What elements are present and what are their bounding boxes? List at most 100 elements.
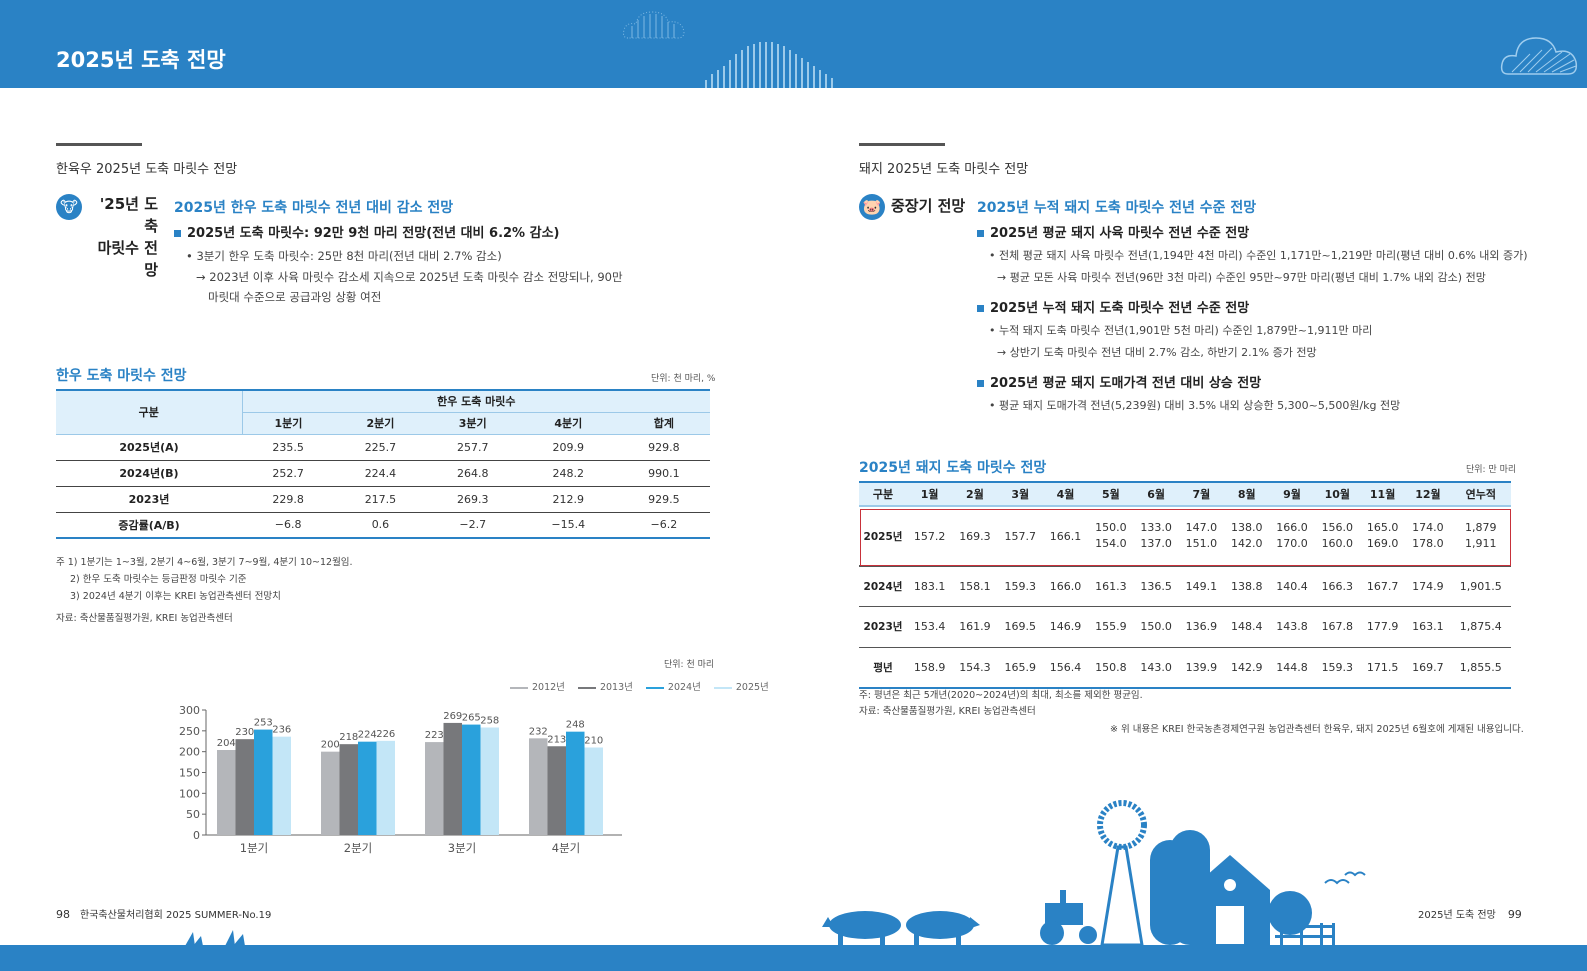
right-bullet-3: 2025년 평균 돼지 도매가격 전년 대비 상승 전망 — [977, 372, 1261, 391]
bar — [584, 747, 603, 835]
bar-value-label: 258 — [480, 716, 499, 727]
table-col-header: 2월 — [952, 482, 998, 507]
table-row: 2024년(B) 252.7 224.4 264.8 248.2 990.1 — [56, 460, 710, 487]
bar-value-label: 224 — [358, 730, 377, 741]
table-row-label: 2025년 — [859, 506, 907, 567]
table-cell: 248.2 — [518, 460, 618, 487]
right-highlight-label: 중장기 전망 — [891, 197, 966, 215]
table-row-label: 평년 — [873, 661, 893, 674]
table-cell: 154.3 — [959, 660, 991, 674]
right-text-3: • 누적 돼지 도축 마릿수 전년(1,901만 5천 마리) 수준인 1,87… — [989, 324, 1373, 337]
table-cell-range: 147.0 151.0 — [1178, 506, 1225, 567]
legend-label: 2024년 — [667, 682, 701, 693]
range-low: 133.0 — [1140, 521, 1172, 534]
right-section-title: 돼지 2025년 도축 마릿수 전망 — [859, 162, 1029, 177]
table-cell: 161.3 — [1088, 566, 1134, 607]
right-note-1: 주: 평년은 최근 5개년(2020~2024년)의 최대, 최소를 제외한 평… — [859, 690, 1143, 701]
x-tick-label: 1분기 — [240, 841, 268, 855]
table-corner: 구분 — [56, 390, 243, 435]
table-col-header: 4분기 — [518, 412, 618, 435]
table-cell-range: 165.0 169.0 — [1359, 506, 1406, 567]
table-cell: 264.8 — [426, 460, 519, 487]
y-tick-label: 0 — [193, 829, 200, 842]
table-cell: 174.9 — [1405, 566, 1451, 607]
left-text-1: • 3분기 한우 도축 마릿수: 25만 8천 마리(전년 대비 2.7% 감소… — [186, 249, 502, 263]
bar — [272, 736, 291, 835]
table-cell: 142.9 — [1230, 660, 1263, 674]
table-row-label: 2023년 — [859, 606, 907, 648]
left-bullet-1: 2025년 도축 마릿수: 92만 9천 마리 전망(전년 대비 6.2% 감소… — [174, 222, 559, 241]
bar — [339, 744, 358, 835]
x-tick-label: 3분기 — [448, 841, 476, 855]
bar-value-label: 269 — [443, 711, 462, 722]
table-cell: 229.8 — [242, 486, 335, 513]
table-row: 증감률(A/B) −6.8 0.6 −2.7 −15.4 −6.2 — [56, 512, 710, 538]
table-cell: 166.3 — [1314, 566, 1360, 607]
table-cell: 167.7 — [1359, 566, 1406, 607]
range-low: 1,879 — [1465, 521, 1497, 534]
left-note-1: 주 1) 1분기는 1~3월, 2분기 4~6월, 3분기 7~9월, 4분기 … — [56, 557, 353, 568]
legend-label: 2025년 — [735, 682, 769, 693]
left-highlight-headline: 2025년 한우 도축 마릿수 전년 대비 감소 전망 — [174, 200, 454, 216]
right-page-number: 99 — [1507, 908, 1522, 921]
range-low: 147.0 — [1185, 521, 1218, 534]
table-col-header: 3분기 — [426, 412, 519, 435]
bar-value-label: 265 — [462, 713, 481, 724]
table-cell: −6.8 — [274, 518, 302, 532]
cloud-decoration-icon — [705, 42, 833, 88]
table-cell: 136.5 — [1133, 566, 1179, 607]
table-cell: −15.4 — [551, 518, 586, 532]
bar-value-label: 200 — [321, 740, 340, 751]
bar — [376, 740, 395, 835]
table-cell: 149.1 — [1178, 566, 1225, 607]
chart-legend: 2012년 2013년 2024년 2025년 — [500, 679, 769, 693]
table-row-label: 2024년(B) — [56, 460, 242, 487]
table-cell: −6.2 — [650, 518, 678, 532]
table-col-header: 3월 — [997, 482, 1043, 507]
table-cell: 158.1 — [952, 566, 998, 607]
table-cell-range: 1,879 1,911 — [1450, 506, 1511, 567]
table-row-label: 증감률(A/B) — [118, 518, 180, 532]
range-high: 151.0 — [1185, 537, 1218, 550]
left-footer-title: 한국축산물처리협회 2025 SUMMER-No.19 — [80, 910, 272, 921]
pig-icon: 🐷 — [859, 194, 885, 220]
range-high: 170.0 — [1276, 537, 1308, 550]
table-cell: 212.9 — [518, 486, 618, 513]
left-highlight-label-line1: '25년 도축 — [99, 195, 158, 235]
table-cell-range: 156.0 160.0 — [1314, 506, 1360, 567]
left-table-unit: 단위: 천 마리, % — [651, 374, 716, 384]
table-cell: 158.9 — [913, 660, 946, 674]
range-high: 142.0 — [1230, 537, 1263, 550]
bar-value-label: 210 — [584, 736, 603, 747]
legend-label: 2013년 — [599, 682, 633, 693]
table-row: 2024년 183.1 158.1 159.3 166.0 161.3 136.… — [859, 566, 1511, 607]
table-cell: 159.3 — [1321, 660, 1354, 674]
table-cell: 224.4 — [334, 460, 427, 487]
bar — [217, 750, 236, 835]
left-page-number: 98 — [56, 908, 70, 921]
left-table-title: 한우 도축 마릿수 전망 — [56, 368, 187, 384]
table-cell: 153.4 — [907, 606, 953, 648]
range-high: 154.0 — [1095, 537, 1127, 550]
table-cell: 0.6 — [371, 518, 390, 532]
cloud-decoration-icon — [623, 11, 685, 39]
table-cell: 209.9 — [518, 434, 618, 461]
table-cell: 166.0 — [1042, 566, 1089, 607]
table-cell: 990.1 — [617, 460, 710, 487]
bar-value-label: 223 — [425, 730, 444, 741]
table-cell: 157.7 — [997, 506, 1043, 567]
table-cell-range: 174.0 178.0 — [1405, 506, 1451, 567]
table-cell: 235.5 — [242, 434, 335, 461]
bar — [235, 739, 254, 835]
table-cell: 146.9 — [1042, 606, 1089, 648]
bar-value-label: 230 — [235, 727, 254, 738]
table-col-header: 1분기 — [242, 412, 335, 435]
left-text-3: 마릿대 수준으로 공급과잉 상황 여전 — [208, 290, 382, 304]
right-text-1: • 전체 평균 돼지 사육 마릿수 전년(1,194만 4천 마리) 수준인 1… — [989, 249, 1528, 262]
range-low: 150.0 — [1095, 521, 1127, 534]
range-high: 169.0 — [1366, 537, 1399, 550]
table-group-header: 한우 도축 마릿수 — [242, 390, 710, 413]
table-col-header: 합계 — [617, 412, 710, 435]
